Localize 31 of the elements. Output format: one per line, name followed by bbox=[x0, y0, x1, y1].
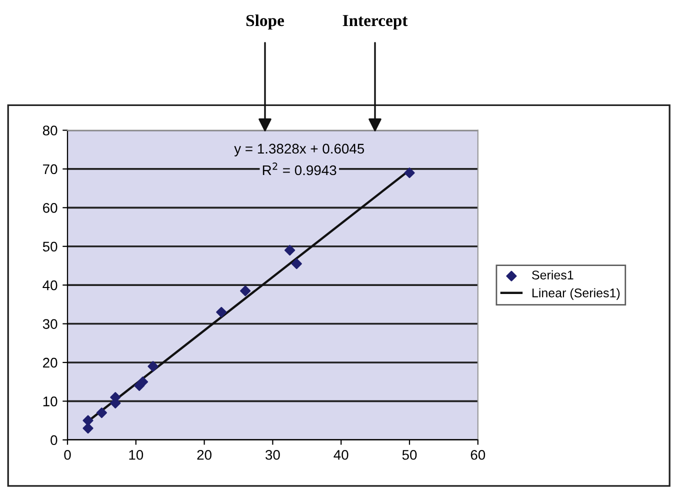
y-tick-label: 40 bbox=[42, 280, 58, 290]
y-tick-label: 10 bbox=[43, 396, 58, 406]
x-tick-label: 10 bbox=[129, 450, 144, 460]
point bbox=[291, 258, 302, 270]
x-tick-label: 0 bbox=[64, 450, 71, 460]
x-tick-label: 60 bbox=[470, 450, 486, 460]
y-tick-label: 20 bbox=[43, 358, 58, 368]
point bbox=[284, 244, 296, 256]
x-tick-label: 30 bbox=[266, 450, 280, 460]
point bbox=[148, 361, 158, 372]
point bbox=[404, 168, 415, 178]
point bbox=[216, 306, 227, 318]
legend-label: Linear (Series1) bbox=[532, 288, 620, 300]
text: Slope bbox=[246, 14, 284, 30]
y-tick-label: 60 bbox=[43, 203, 58, 213]
annotation: y = 1.3828x + 0.6045 bbox=[234, 144, 364, 156]
x-tick-label: 20 bbox=[197, 450, 212, 460]
point bbox=[82, 415, 94, 426]
legend-label: Series1 bbox=[532, 270, 574, 280]
y-tick-label: 70 bbox=[43, 164, 58, 174]
annotation: R$^{2}$ = 0.9943 bbox=[262, 162, 336, 176]
point bbox=[96, 407, 107, 418]
y-tick-label: 0 bbox=[50, 435, 58, 446]
point bbox=[82, 422, 94, 434]
y-tick-label: 30 bbox=[42, 319, 58, 329]
text: Intercept bbox=[342, 15, 408, 30]
point bbox=[240, 286, 251, 296]
y-tick-label: 80 bbox=[42, 126, 58, 136]
x-tick-label: 40 bbox=[334, 450, 348, 460]
y-tick-label: 50 bbox=[42, 242, 58, 252]
x-tick-label: 50 bbox=[402, 450, 417, 460]
